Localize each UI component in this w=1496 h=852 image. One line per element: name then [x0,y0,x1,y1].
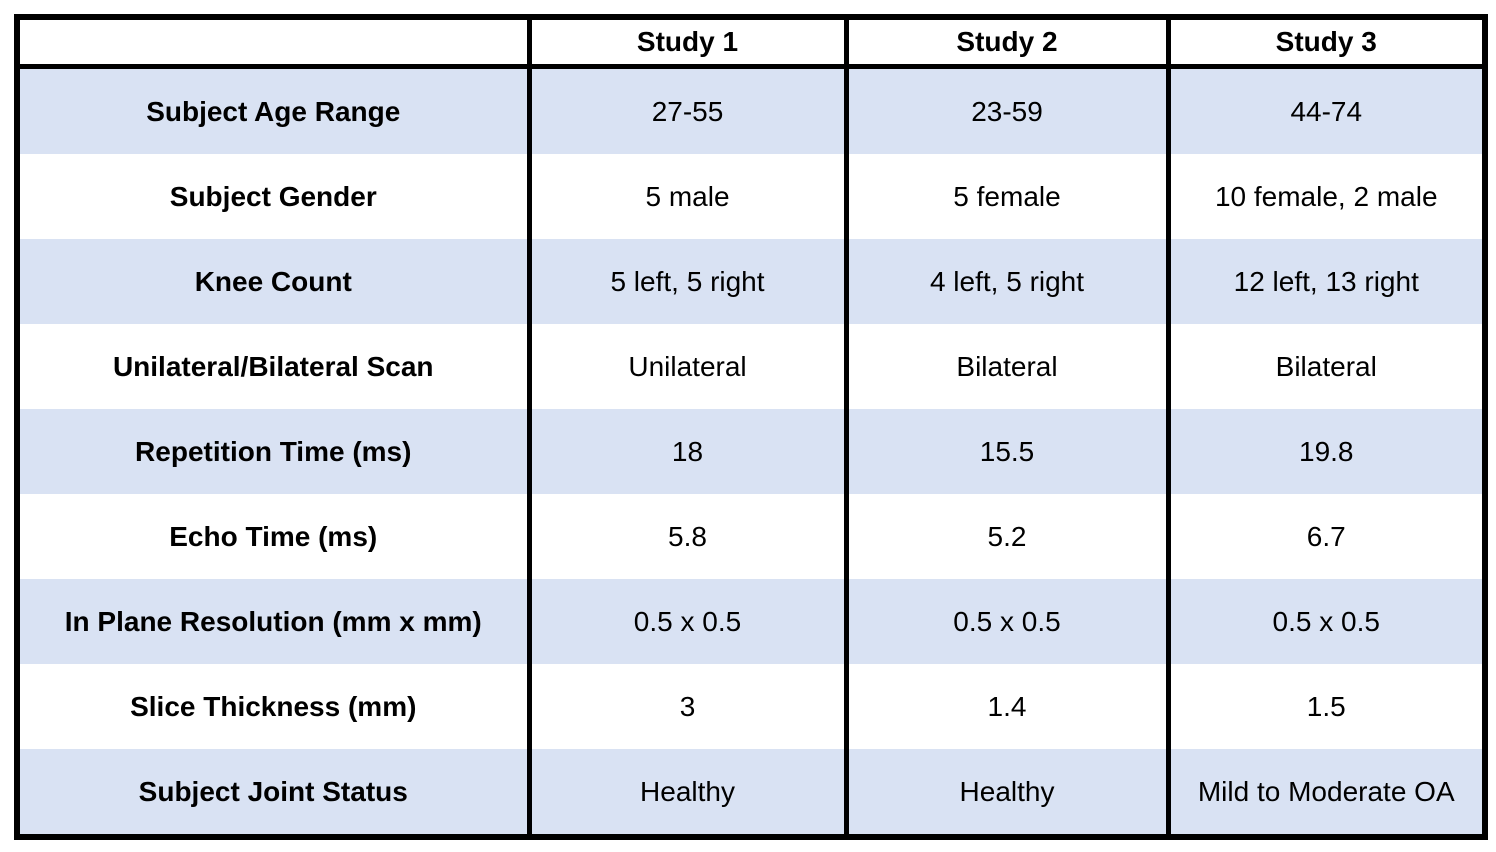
table-cell: 19.8 [1165,409,1485,494]
table-cell: Bilateral [1165,324,1485,409]
row-label: Echo Time (ms) [169,520,378,552]
table-cell: 0.5 x 0.5 [1165,579,1485,664]
table-row-subject-age-range: Subject Age Range 27-55 23-59 44-74 [17,66,1485,154]
table-cell: Mild to Moderate OA [1165,749,1485,837]
table-cell: 5 male [526,154,846,239]
table-row-subject-joint-status: Subject Joint Status Healthy Healthy Mil… [17,749,1485,837]
table-cell: 3 [526,664,846,749]
table-cell: 0.5 x 0.5 [526,579,846,664]
table-row-knee-count: Knee Count 5 left, 5 right 4 left, 5 rig… [17,239,1485,324]
column-header-study3: Study 3 [1165,17,1485,69]
table-cell: Bilateral [843,324,1168,409]
table-cell: 1.4 [843,664,1168,749]
table-cell: 5 female [843,154,1168,239]
table-row-echo-time: Echo Time (ms) 5.8 5.2 6.7 [17,494,1485,579]
column-header-study1: Study 1 [526,17,846,69]
table-cell: 23-59 [843,66,1168,154]
table-cell: 12 left, 13 right [1165,239,1485,324]
table-cell: 44-74 [1165,66,1485,154]
row-label: In Plane Resolution (mm x mm) [64,605,482,637]
row-label: Knee Count [194,265,352,297]
table-cell: Healthy [526,749,846,837]
table-row-repetition-time: Repetition Time (ms) 18 15.5 19.8 [17,409,1485,494]
table-cell: Healthy [843,749,1168,837]
header-row: Study 1 Study 2 Study 3 [17,17,1485,69]
row-label: Slice Thickness (mm) [130,690,417,722]
table-row-slice-thickness: Slice Thickness (mm) 3 1.4 1.5 [17,664,1485,749]
study-comparison-table: Study 1 Study 2 Study 3 Subject Age Rang… [14,14,1488,840]
row-label: Subject Gender [169,180,377,212]
table-cell: 27-55 [526,66,846,154]
table-cell: 5.2 [843,494,1168,579]
table-cell: 10 female, 2 male [1165,154,1485,239]
row-label: Subject Joint Status [138,775,408,807]
table-cell: 15.5 [843,409,1168,494]
table-cell: 4 left, 5 right [843,239,1168,324]
table-cell: 6.7 [1165,494,1485,579]
table-row-in-plane-resolution: In Plane Resolution (mm x mm) 0.5 x 0.5 … [17,579,1485,664]
table-row-subject-gender: Subject Gender 5 male 5 female 10 female… [17,154,1485,239]
column-header-study2: Study 2 [843,17,1168,69]
row-label: Repetition Time (ms) [135,435,412,467]
table-cell: 1.5 [1165,664,1485,749]
table-cell: 18 [526,409,846,494]
table-row-unilateral-bilateral-scan: Unilateral/Bilateral Scan Unilateral Bil… [17,324,1485,409]
table-cell: 5.8 [526,494,846,579]
table-cell: 0.5 x 0.5 [843,579,1168,664]
table-cell: Unilateral [526,324,846,409]
table-cell: 5 left, 5 right [526,239,846,324]
corner-cell [17,17,529,69]
row-label: Subject Age Range [146,95,401,127]
row-label: Unilateral/Bilateral Scan [112,350,434,382]
